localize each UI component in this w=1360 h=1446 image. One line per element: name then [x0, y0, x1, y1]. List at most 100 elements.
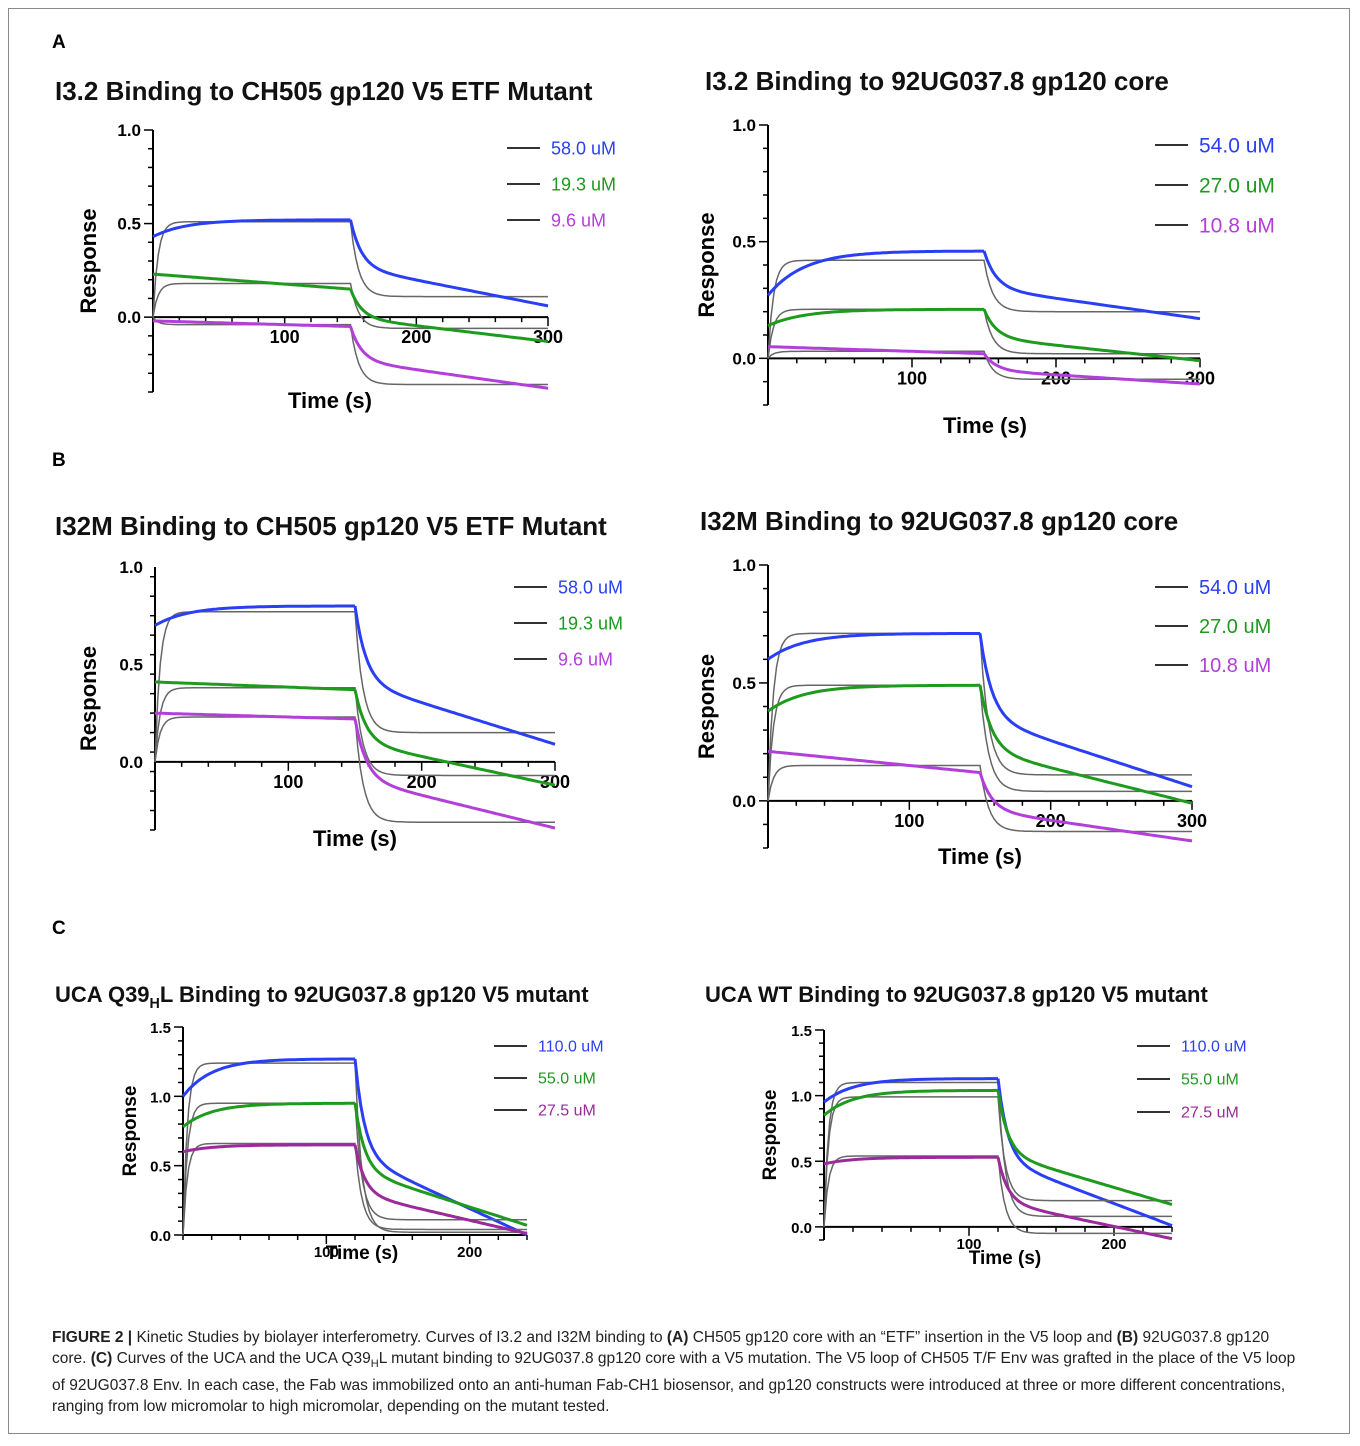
legend-label: 110.0 uM	[538, 1039, 604, 1056]
x-axis-label: Time (s)	[938, 844, 1022, 869]
series-association-curve	[823, 1077, 998, 1104]
chart-2: I3.2 Binding to 92UG037.8 gp120 core 0.0 0…	[694, 66, 1275, 438]
fit-line	[767, 684, 1192, 801]
y-tick-label: 1.0	[119, 558, 143, 577]
chart-title-subscript: H	[150, 996, 160, 1012]
fit-line	[154, 687, 555, 777]
series-dissociation-curve	[982, 352, 1201, 386]
legend-label: 55.0 uM	[538, 1071, 596, 1088]
figure-caption: FIGURE 2 | Kinetic Studies by biolayer i…	[52, 1327, 1307, 1417]
y-axis-label: Response	[76, 646, 101, 751]
fit-line	[152, 316, 548, 386]
series-dissociation-curve	[353, 605, 556, 746]
series-association-curve	[767, 632, 980, 661]
y-tick-label: 0.5	[732, 233, 756, 252]
x-tick-label: 200	[401, 327, 431, 347]
y-axis-label: Response	[760, 1090, 781, 1181]
y-tick-label: 0.0	[119, 753, 143, 772]
charts-canvas: I3.2 Binding to CH505 gp120 V5 ETF Mutan…	[55, 66, 1275, 1269]
series-dissociation-curve	[996, 1090, 1173, 1207]
caption-text-2: CH505 gp120 core with an “ETF” insertion…	[688, 1329, 1117, 1346]
caption-text-1: Kinetic Studies by biolayer interferomet…	[132, 1329, 667, 1346]
legend-label: 9.6 uM	[551, 210, 606, 230]
y-tick-label: 0.0	[117, 308, 141, 327]
series-dissociation-curve	[978, 685, 1193, 805]
legend-label: 10.8 uM	[1199, 214, 1275, 237]
series-association-curve	[152, 272, 351, 291]
caption-text-4: Curves of the UCA and the UCA Q39	[112, 1350, 371, 1367]
x-tick-label: 200	[407, 772, 437, 792]
y-tick-label: 0.0	[791, 1220, 812, 1237]
caption-ref-c: (C)	[90, 1350, 113, 1367]
chart-4: I32M Binding to 92UG037.8 gp120 core 0.0 0…	[694, 506, 1271, 869]
y-axis-label: Response	[694, 212, 719, 317]
series-dissociation-curve	[353, 718, 556, 830]
fit-line	[154, 716, 555, 823]
series-dissociation-curve	[996, 1156, 1173, 1241]
y-tick-label: 0.0	[732, 792, 756, 811]
x-tick-label: 100	[894, 811, 924, 831]
panel-label-c: C	[52, 918, 66, 939]
legend-label: 10.8 uM	[1199, 655, 1271, 677]
x-axis-label: Time (s)	[288, 388, 372, 413]
y-tick-label: 1.5	[791, 1023, 812, 1040]
x-axis-label: Time (s)	[969, 1248, 1042, 1269]
x-tick-label: 200	[1041, 368, 1071, 388]
chart-title-part: UCA Q39	[55, 982, 150, 1007]
chart-1: I3.2 Binding to CH505 gp120 V5 ETF Mutan…	[55, 76, 616, 413]
fit-line	[823, 1155, 1172, 1235]
chart-title: I3.2 Binding to 92UG037.8 gp120 core	[705, 66, 1169, 96]
y-tick-label: 1.0	[732, 556, 756, 575]
series-dissociation-curve	[349, 326, 549, 390]
y-tick-label: 0.5	[119, 655, 143, 674]
caption-ref-b: (B)	[1116, 1329, 1139, 1346]
legend-label: 58.0 uM	[551, 138, 616, 158]
legend-label: 110.0 uM	[1181, 1039, 1247, 1056]
x-axis-label: Time (s)	[326, 1243, 399, 1264]
caption-subscript: H	[370, 1358, 379, 1371]
y-tick-label: 1.0	[732, 116, 756, 135]
chart-title: I3.2 Binding to CH505 gp120 V5 ETF Mutan…	[55, 76, 593, 106]
x-tick-label: 100	[273, 772, 303, 792]
y-tick-label: 1.0	[791, 1089, 812, 1106]
y-axis-label: Response	[694, 654, 719, 759]
legend-label: 19.3 uM	[558, 613, 623, 633]
series-association-curve	[767, 307, 984, 328]
caption-ref-a: (A)	[666, 1329, 689, 1346]
series-dissociation-curve	[978, 772, 1193, 843]
series-association-curve	[154, 604, 355, 627]
x-tick-label: 200	[457, 1244, 482, 1261]
x-tick-label: 100	[956, 1236, 981, 1253]
series-dissociation-curve	[982, 250, 1201, 321]
series-association-curve	[823, 1088, 998, 1117]
legend-label: 19.3 uM	[551, 174, 616, 194]
x-tick-label: 100	[897, 368, 927, 388]
series-dissociation-curve	[353, 1144, 528, 1236]
legend-label: 58.0 uM	[558, 577, 623, 597]
series-dissociation-curve	[353, 1103, 528, 1227]
series-dissociation-curve	[978, 633, 1193, 789]
series-dissociation-curve	[353, 689, 556, 787]
series-dissociation-curve	[349, 288, 549, 343]
x-tick-label: 300	[1185, 368, 1215, 388]
series-association-curve	[767, 345, 985, 356]
figure-frame	[8, 8, 1350, 1434]
legend-label: 9.6 uM	[558, 649, 613, 669]
legend-label: 27.0 uM	[1199, 174, 1275, 197]
y-tick-label: 0.5	[150, 1159, 171, 1176]
y-tick-label: 0.0	[150, 1228, 171, 1245]
series-dissociation-curve	[996, 1078, 1173, 1228]
legend-label: 27.0 uM	[1199, 616, 1271, 638]
x-tick-label: 200	[1101, 1236, 1126, 1253]
y-tick-label: 1.0	[150, 1089, 171, 1106]
chart-title: I32M Binding to CH505 gp120 V5 ETF Mutan…	[55, 511, 607, 541]
caption-text-5: L mutant binding to 92UG037.8 gp120 core…	[52, 1350, 1296, 1416]
series-association-curve	[154, 711, 356, 721]
chart-5: UCA Q39HL Binding to 92UG037.8 gp120 V5 …	[55, 982, 604, 1264]
legend-label: 27.5 uM	[1181, 1105, 1239, 1122]
series-dissociation-curve	[353, 1058, 528, 1237]
legend-label: 27.5 uM	[538, 1103, 596, 1120]
series-association-curve	[767, 749, 981, 774]
fit-line	[154, 611, 555, 762]
x-tick-label: 100	[314, 1244, 339, 1261]
